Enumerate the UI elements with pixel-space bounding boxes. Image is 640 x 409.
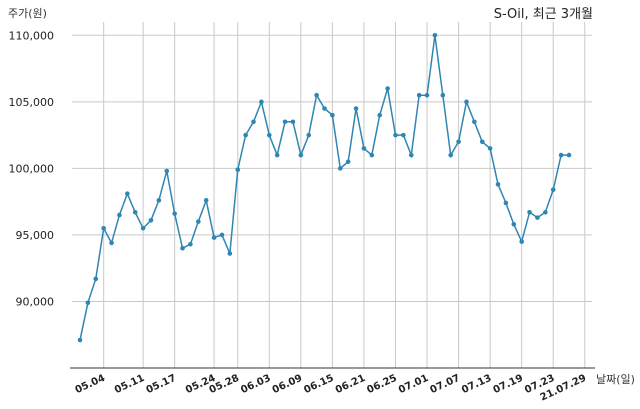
y-tick-label: 95,000 [16, 229, 55, 242]
data-point [148, 217, 154, 223]
data-point [550, 187, 556, 192]
data-point [172, 211, 177, 216]
data-point [519, 239, 524, 244]
data-point [109, 240, 114, 246]
data-point [101, 225, 106, 231]
data-point [503, 200, 509, 206]
chart-title: S-Oil, 최근 3개월 [494, 7, 593, 22]
data-point [211, 235, 217, 240]
data-point [408, 152, 414, 158]
data-point [393, 132, 398, 138]
x-tick-label: 07.07 [429, 373, 462, 396]
data-point [132, 210, 138, 215]
data-points [77, 33, 572, 343]
x-tick-label: 06.25 [365, 373, 398, 396]
data-point [306, 132, 312, 138]
series-line [79, 35, 569, 341]
data-point [385, 86, 390, 91]
data-point [424, 92, 430, 98]
y-tick-label: 110,000 [9, 29, 55, 42]
x-tick-label: 05.17 [145, 373, 178, 396]
x-tick-label: 05.04 [74, 373, 107, 396]
data-point [164, 168, 170, 174]
data-point [196, 219, 201, 224]
data-point [330, 112, 335, 118]
grid [72, 22, 592, 368]
data-point [251, 119, 256, 125]
x-tick-label: 06.15 [302, 373, 335, 396]
data-point [180, 245, 185, 251]
y-tick-label: 90,000 [16, 295, 55, 308]
y-tick-label: 105,000 [9, 96, 55, 109]
data-point [464, 99, 469, 105]
data-point [266, 132, 272, 138]
data-point [456, 139, 461, 145]
data-point [535, 215, 540, 220]
data-point [479, 139, 485, 145]
x-axis-title: 날짜(일) [596, 372, 635, 386]
x-tick-label: 07.19 [492, 373, 525, 396]
data-point [290, 119, 296, 125]
data-point [377, 112, 383, 118]
data-point [353, 106, 359, 111]
data-point [85, 300, 91, 306]
data-point [93, 276, 99, 282]
data-point [125, 191, 130, 196]
data-point [188, 241, 193, 247]
data-point [282, 119, 288, 125]
data-point [77, 337, 83, 343]
data-point [566, 152, 572, 158]
x-tick-label: 06.21 [334, 373, 367, 396]
data-point [156, 198, 162, 203]
data-point [235, 167, 241, 173]
data-point [314, 92, 319, 98]
data-point [401, 132, 406, 138]
data-point [219, 232, 225, 238]
data-point [140, 225, 146, 231]
data-point [274, 152, 280, 158]
data-point [432, 33, 438, 38]
data-point [322, 106, 327, 111]
data-point [298, 152, 304, 158]
data-point [511, 221, 517, 227]
data-point [369, 152, 375, 158]
data-point [527, 210, 532, 215]
data-point [495, 182, 501, 187]
x-tick-label: 07.13 [460, 373, 493, 396]
data-point [472, 119, 477, 125]
data-point [227, 251, 233, 256]
x-tick-label: 07.01 [397, 373, 430, 396]
data-point [337, 166, 343, 171]
y-tick-label: 100,000 [9, 162, 55, 175]
data-point [203, 198, 209, 203]
data-point [558, 152, 564, 158]
data-point [117, 212, 122, 218]
data-point [448, 152, 453, 158]
y-tick-labels: 90,000 95,000 100,000 105,000 110,000 [9, 29, 55, 308]
data-point [416, 92, 422, 98]
x-tick-label: 06.09 [271, 373, 304, 396]
data-point [440, 92, 446, 98]
x-tick-label: 06.03 [239, 373, 272, 396]
y-axis-title: 주가(원) [8, 7, 47, 20]
data-point [543, 210, 548, 215]
data-point [243, 132, 248, 138]
x-tick-label: 05.11 [113, 373, 146, 396]
data-point [487, 146, 493, 151]
data-point [361, 146, 367, 151]
data-point [345, 159, 351, 165]
data-point [259, 99, 264, 105]
